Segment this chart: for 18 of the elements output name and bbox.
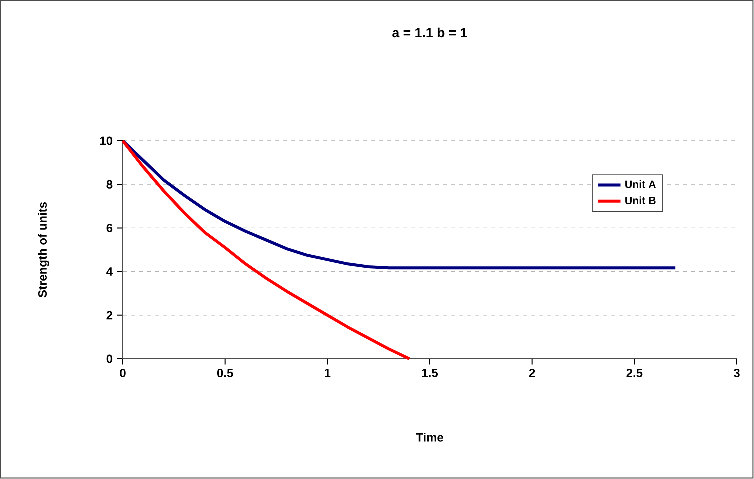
x-tick-label: 1 [325,368,331,378]
y-tick-label: 10 [100,136,113,146]
x-tick-label: 3 [734,368,740,378]
legend-label: Unit A [626,180,656,188]
y-tick-label: 4 [106,268,113,276]
y-tick-label: 2 [106,311,113,320]
x-tick-label: 1.5 [422,368,438,378]
chart-title: a = 1.1 b = 1 [392,28,468,38]
x-tick-label: 2 [529,368,536,378]
y-tick-label: 8 [106,180,113,189]
x-axis-title: Time [416,433,444,442]
legend-label: Unit B [626,196,656,204]
y-tick-label: 6 [106,224,113,232]
y-tick-label: 0 [106,354,113,364]
x-tick-label: 0.5 [217,368,234,378]
x-tick-label: 0 [120,368,126,378]
y-axis-title: Strength of units [38,202,50,298]
x-tick-label: 2.5 [626,368,643,378]
